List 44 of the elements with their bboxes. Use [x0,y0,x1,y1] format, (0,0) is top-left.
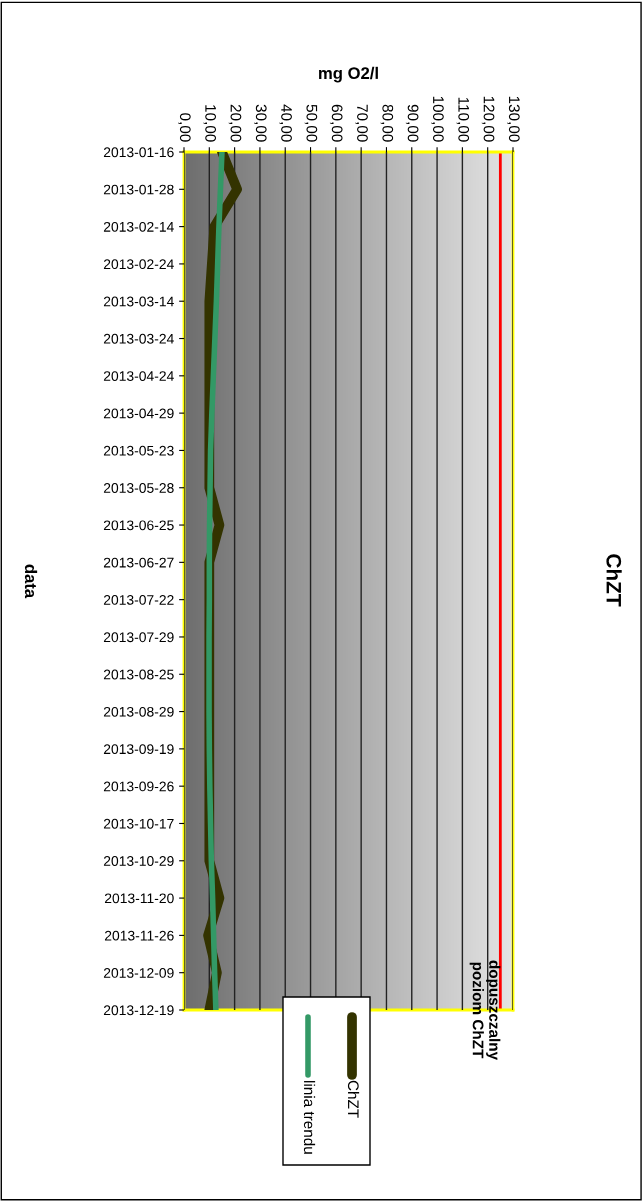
y-tick-label: 2013-12-09 [103,968,174,978]
y-tick-label: 2013-02-24 [103,259,174,270]
x-tick-label: 0,00 [178,113,191,142]
ref-line-label: dopuszczalny poziom ChZT [469,960,501,1061]
y-tick-label: 2013-09-26 [103,781,174,792]
y-tick-label: 2013-09-19 [103,744,174,755]
y-tick-label: 2013-06-25 [103,520,174,531]
y-tick-label: 2013-03-14 [103,296,174,307]
x-tick-label: 130,00 [507,96,520,142]
y-tick-label: 2013-11-20 [104,893,174,904]
x-tick-label: 90,00 [405,104,419,142]
x-tick-label: 100,00 [431,96,444,142]
x-tick-label: 80,00 [380,104,394,142]
x-tick-label: 10,00 [203,105,217,142]
text: ChZT [606,554,622,607]
y-tick-label: 2013-05-23 [103,445,174,456]
x-tick-label: 20,00 [228,104,242,142]
y-tick-label: 2013-10-17 [103,818,174,829]
y-axis-title: data [24,564,38,599]
x-tick-label: 70,00 [355,104,368,142]
x-tick-label: 120,00 [481,96,495,142]
y-tick-label: 2013-08-29 [103,706,174,717]
y-tick-label: 2013-12-19 [103,1005,174,1016]
x-tick-label: 60,00 [329,104,343,142]
y-tick-label: 2013-04-29 [103,408,174,419]
y-tick-label: 2013-01-16 [103,147,174,158]
y-tick-label: 2013-07-29 [103,632,174,643]
y-tick-label: 2013-02-14 [103,221,174,232]
text: ChZT [347,1080,360,1118]
y-tick-label: 2013-11-26 [104,930,174,941]
y-tick-label: 2013-08-25 [103,669,174,680]
x-axis-title: mg O2/l [319,66,378,83]
x-tick-label: 110,00 [456,97,470,142]
y-tick-label: 2013-06-27 [103,557,174,568]
y-tick-label: 2013-07-22 [103,594,174,605]
y-tick-label: 2013-10-29 [103,856,174,866]
x-tick-label: 40,00 [279,104,292,142]
y-tick-label: 2013-01-28 [103,184,174,195]
x-tick-label: 30,00 [254,104,267,142]
y-tick-label: 2013-05-28 [103,483,174,493]
text: linia trendu [303,1081,316,1154]
x-tick-label: 50,00 [304,104,318,142]
y-tick-label: 2013-04-24 [103,371,174,381]
y-tick-label: 2013-03-24 [103,333,174,344]
